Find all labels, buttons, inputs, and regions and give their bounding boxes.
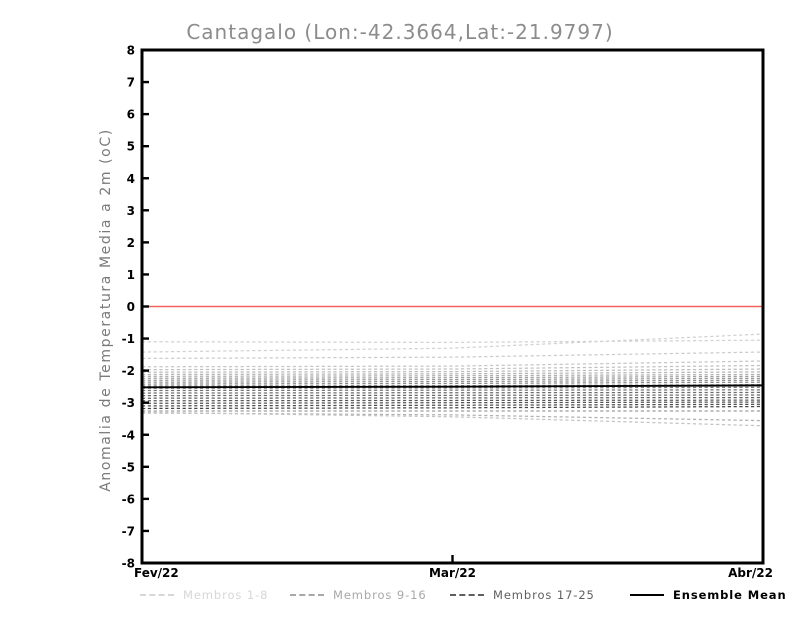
series-lines — [141, 305, 764, 427]
ensemble-member-line — [141, 375, 764, 379]
ensemble-member-line — [141, 412, 764, 422]
y-tick-label: 1 — [127, 268, 135, 282]
ensemble-member-line — [141, 389, 764, 392]
y-tick-label: -3 — [122, 396, 135, 410]
legend-swatch — [140, 594, 174, 596]
legend-swatch — [630, 593, 664, 597]
ensemble-member-line — [141, 368, 764, 373]
ensemble-member-line — [141, 371, 764, 376]
y-tick-label: 0 — [127, 300, 135, 314]
y-tick-label: -5 — [122, 460, 135, 474]
ensemble-member-line — [141, 401, 764, 404]
y-tick-label: -4 — [122, 428, 135, 442]
legend-item: Ensemble Mean — [630, 586, 787, 604]
ensemble-mean-line — [141, 384, 764, 389]
chart-title: Cantagalo (Lon:-42.3664,Lat:-21.9797) — [186, 20, 614, 44]
y-tick-label: -8 — [122, 557, 135, 571]
x-axis-ticks: Fev/22 Mar/22 Abr/22 — [134, 555, 773, 580]
legend-label: Membros 1-8 — [183, 588, 269, 602]
legend-swatch — [450, 594, 484, 596]
y-tick-label: 3 — [127, 204, 135, 218]
ensemble-member-line — [141, 379, 764, 383]
ensemble-member-line — [141, 381, 764, 385]
ensemble-member-line — [141, 411, 764, 427]
y-tick-label: 6 — [127, 108, 135, 122]
y-tick-label: 4 — [127, 172, 135, 186]
y-tick-label: 7 — [127, 76, 135, 90]
ensemble-member-line — [141, 360, 764, 368]
y-tick-label: -6 — [122, 492, 135, 506]
y-tick-label: -7 — [122, 524, 135, 538]
ensemble-member-line — [141, 364, 764, 371]
ensemble-member-line — [141, 351, 764, 360]
y-tick-label: 8 — [127, 44, 135, 58]
y-tick-label: 5 — [127, 140, 135, 154]
ensemble-member-line — [141, 386, 764, 389]
legend-item: Membros 1-8 — [140, 586, 268, 604]
y-tick-label: 2 — [127, 236, 135, 250]
legend-label: Ensemble Mean — [673, 588, 787, 602]
x-tick-label: Mar/22 — [429, 566, 476, 580]
x-tick-label: Fev/22 — [134, 566, 179, 580]
ensemble-member-line — [141, 373, 764, 378]
legend-label: Membros 9-16 — [333, 588, 427, 602]
ensemble-member-line — [141, 405, 764, 410]
y-axis-ticks: 8 7 6 5 4 3 2 1 0 -1 -2 -3 -4 -5 -6 -7 -8 — [122, 44, 149, 571]
ensemble-member-line — [141, 396, 764, 399]
ensemble-member-line — [141, 377, 764, 381]
legend-item: Membros 9-16 — [290, 586, 427, 604]
y-tick-label: -1 — [122, 332, 135, 346]
y-tick-label: -2 — [122, 364, 135, 378]
ensemble-member-line — [141, 391, 764, 394]
ensemble-member-line — [141, 403, 764, 407]
ensemble-member-line — [141, 399, 764, 402]
chart-legend: Membros 1-8 Membros 9-16 Membros 17-25 Ense… — [140, 586, 800, 606]
legend-item: Membros 17-25 — [450, 586, 595, 604]
legend-label: Membros 17-25 — [493, 588, 595, 602]
x-tick-label: Abr/22 — [728, 566, 773, 580]
ensemble-member-line — [141, 339, 764, 344]
legend-swatch — [290, 594, 324, 596]
ensemble-member-line — [141, 333, 764, 353]
ensemble-member-line — [141, 394, 764, 397]
